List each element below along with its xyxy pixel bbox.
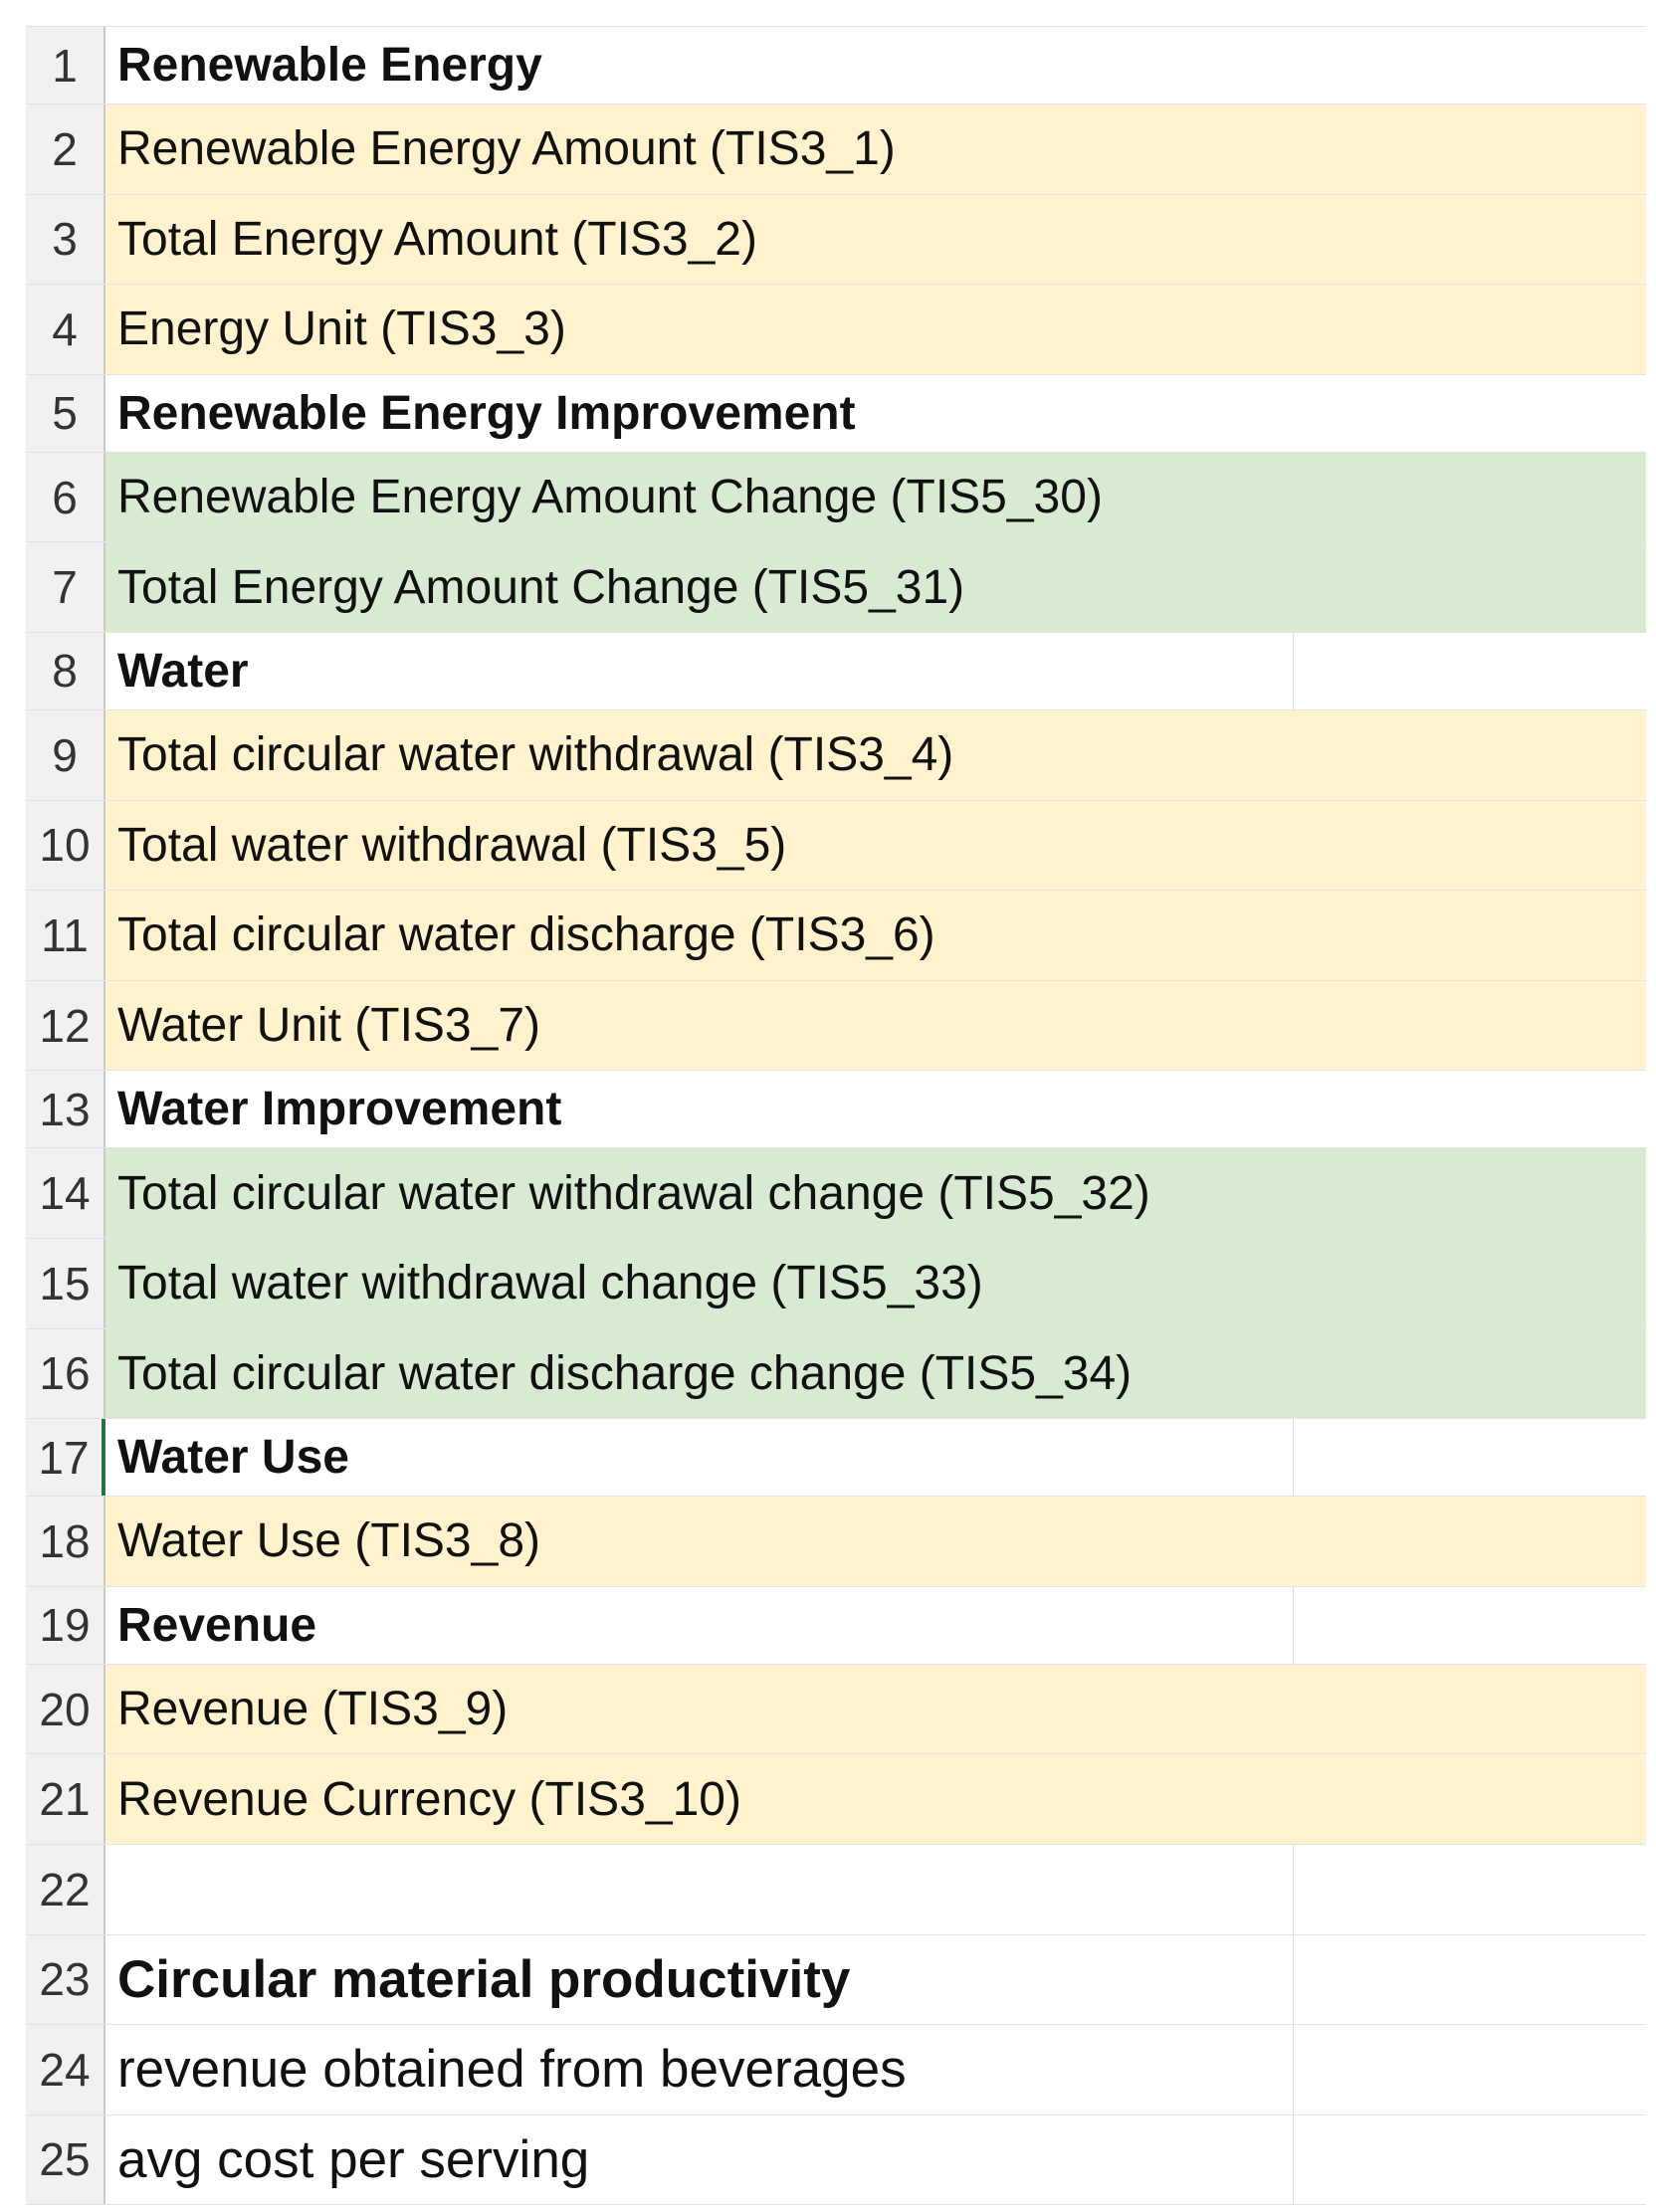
cell[interactable]: Total water withdrawal (TIS3_5): [105, 800, 1646, 891]
table-row[interactable]: 16 Total circular water discharge change…: [26, 1328, 1646, 1420]
cell[interactable]: [1293, 1586, 1646, 1664]
table-row[interactable]: 11 Total circular water discharge (TIS3_…: [26, 891, 1646, 981]
row-header[interactable]: 3: [26, 194, 105, 285]
row-header[interactable]: 16: [26, 1328, 105, 1419]
cell[interactable]: Water Improvement: [117, 1083, 562, 1136]
row-header[interactable]: 5: [26, 374, 105, 452]
cell[interactable]: Total circular water discharge (TIS3_6): [105, 891, 1646, 980]
table-row[interactable]: 22: [26, 1844, 1646, 1935]
cell[interactable]: [1293, 2114, 1646, 2205]
cell[interactable]: Energy Unit (TIS3_3): [105, 285, 1646, 374]
cell[interactable]: Renewable Energy: [117, 39, 542, 92]
table-row[interactable]: 8 Water: [26, 632, 1646, 710]
row-header[interactable]: 6: [26, 452, 105, 542]
cell[interactable]: Total circular water discharge change (T…: [105, 1328, 1646, 1419]
row-header[interactable]: 1: [26, 27, 105, 103]
table-row[interactable]: 4 Energy Unit (TIS3_3): [26, 285, 1646, 375]
table-row[interactable]: 12 Water Unit (TIS3_7): [26, 980, 1646, 1072]
table-row[interactable]: 20 Revenue (TIS3_9): [26, 1664, 1646, 1755]
cell[interactable]: Renewable Energy Improvement: [117, 386, 856, 440]
row-header[interactable]: 20: [26, 1664, 105, 1754]
row-header[interactable]: 10: [26, 800, 105, 891]
row-header[interactable]: 2: [26, 104, 105, 194]
row-header[interactable]: 11: [26, 891, 105, 980]
cell[interactable]: revenue obtained from beverages: [117, 2040, 907, 2100]
cell[interactable]: Revenue Currency (TIS3_10): [105, 1754, 1646, 1844]
table-row[interactable]: 24 revenue obtained from beverages: [26, 2025, 1646, 2115]
row-header[interactable]: 13: [26, 1071, 105, 1148]
cell[interactable]: [1293, 1934, 1646, 2025]
row-header[interactable]: 22: [26, 1844, 105, 1934]
row-header[interactable]: 23: [26, 1934, 105, 2025]
row-header[interactable]: 9: [26, 709, 105, 800]
cell[interactable]: Renewable Energy Amount (TIS3_1): [105, 104, 1646, 194]
cell[interactable]: Revenue: [117, 1598, 317, 1652]
table-row[interactable]: 10 Total water withdrawal (TIS3_5): [26, 800, 1646, 892]
cell[interactable]: Total water withdrawal change (TIS5_33): [105, 1238, 1646, 1328]
row-header[interactable]: 4: [26, 285, 105, 374]
cell[interactable]: Revenue (TIS3_9): [105, 1664, 1646, 1754]
row-header[interactable]: 21: [26, 1754, 105, 1844]
cell[interactable]: [1293, 2025, 1646, 2114]
cell[interactable]: Circular material productivity: [117, 1949, 851, 2009]
cell[interactable]: Total circular water withdrawal change (…: [105, 1148, 1646, 1238]
table-row[interactable]: 23 Circular material productivity: [26, 1934, 1646, 2026]
cell[interactable]: [1293, 1844, 1646, 1934]
table-row[interactable]: 19 Revenue: [26, 1586, 1646, 1665]
row-header[interactable]: 18: [26, 1497, 105, 1586]
table-row[interactable]: 3 Total Energy Amount (TIS3_2): [26, 194, 1646, 286]
table-row[interactable]: 9 Total circular water withdrawal (TIS3_…: [26, 709, 1646, 801]
cell[interactable]: Total circular water withdrawal (TIS3_4): [105, 709, 1646, 800]
spreadsheet-grid: 1 Renewable Energy 2 Renewable Energy Am…: [26, 26, 1646, 2206]
row-header[interactable]: 8: [26, 632, 105, 709]
table-row[interactable]: 25 avg cost per serving: [26, 2114, 1646, 2206]
row-header[interactable]: 15: [26, 1238, 105, 1328]
cell[interactable]: [1293, 1419, 1646, 1497]
cell[interactable]: Water Unit (TIS3_7): [105, 980, 1646, 1071]
table-row-selected[interactable]: 17 Water Use: [26, 1419, 1646, 1498]
cell[interactable]: Renewable Energy Amount Change (TIS5_30): [105, 452, 1646, 542]
cell[interactable]: Water: [117, 644, 249, 698]
table-row[interactable]: 15 Total water withdrawal change (TIS5_3…: [26, 1238, 1646, 1329]
table-row[interactable]: 13 Water Improvement: [26, 1071, 1646, 1149]
table-row[interactable]: 14 Total circular water withdrawal chang…: [26, 1148, 1646, 1239]
table-row[interactable]: 6 Renewable Energy Amount Change (TIS5_3…: [26, 452, 1646, 543]
row-header[interactable]: 7: [26, 542, 105, 632]
table-row[interactable]: 18 Water Use (TIS3_8): [26, 1497, 1646, 1587]
cell[interactable]: avg cost per serving: [117, 2129, 590, 2189]
row-header[interactable]: 25: [26, 2114, 105, 2205]
table-row[interactable]: 2 Renewable Energy Amount (TIS3_1): [26, 104, 1646, 195]
cell[interactable]: Total Energy Amount Change (TIS5_31): [105, 542, 1646, 632]
table-row[interactable]: 1 Renewable Energy: [26, 27, 1646, 104]
table-row[interactable]: 21 Revenue Currency (TIS3_10): [26, 1754, 1646, 1845]
row-header[interactable]: 12: [26, 980, 105, 1071]
row-header[interactable]: 14: [26, 1148, 105, 1238]
table-row[interactable]: 7 Total Energy Amount Change (TIS5_31): [26, 542, 1646, 633]
row-header[interactable]: 19: [26, 1586, 105, 1664]
row-header[interactable]: 24: [26, 2025, 105, 2114]
row-header[interactable]: 17: [26, 1419, 105, 1497]
cell[interactable]: [105, 1845, 1293, 1934]
cell[interactable]: Water Use (TIS3_8): [105, 1497, 1646, 1586]
cell[interactable]: Total Energy Amount (TIS3_2): [105, 194, 1646, 285]
cell[interactable]: [1293, 632, 1646, 709]
cell[interactable]: Water Use: [117, 1431, 349, 1485]
table-row[interactable]: 5 Renewable Energy Improvement: [26, 374, 1646, 453]
